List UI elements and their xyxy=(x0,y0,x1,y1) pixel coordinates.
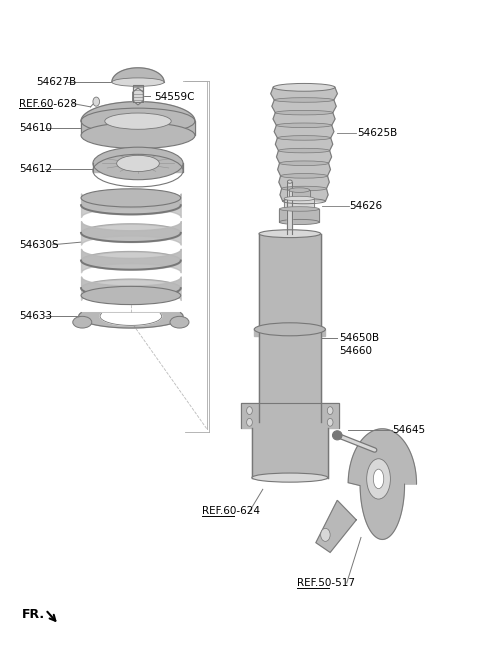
Polygon shape xyxy=(284,199,314,209)
Polygon shape xyxy=(280,188,328,201)
Ellipse shape xyxy=(276,110,333,115)
Text: 54610: 54610 xyxy=(19,123,52,133)
Text: 54627B: 54627B xyxy=(36,77,76,87)
Polygon shape xyxy=(277,163,330,176)
Polygon shape xyxy=(274,125,334,138)
Polygon shape xyxy=(272,100,336,113)
Ellipse shape xyxy=(367,459,390,499)
Polygon shape xyxy=(276,151,332,163)
Text: 54612: 54612 xyxy=(19,163,52,174)
Polygon shape xyxy=(259,234,321,422)
Polygon shape xyxy=(348,429,417,539)
Polygon shape xyxy=(133,85,143,102)
Circle shape xyxy=(93,97,99,106)
Polygon shape xyxy=(100,314,162,325)
Ellipse shape xyxy=(333,431,342,440)
Ellipse shape xyxy=(289,188,310,192)
Circle shape xyxy=(247,419,252,426)
Ellipse shape xyxy=(81,108,195,134)
Polygon shape xyxy=(288,182,292,234)
Ellipse shape xyxy=(278,148,330,153)
Ellipse shape xyxy=(73,316,92,328)
Text: 54630S: 54630S xyxy=(19,239,59,250)
Circle shape xyxy=(327,419,333,426)
Text: 54660: 54660 xyxy=(340,346,372,356)
Text: 54650B: 54650B xyxy=(340,333,380,342)
Ellipse shape xyxy=(288,180,292,183)
Ellipse shape xyxy=(81,287,180,304)
Ellipse shape xyxy=(282,186,326,191)
Polygon shape xyxy=(279,176,329,188)
Ellipse shape xyxy=(81,189,180,207)
Polygon shape xyxy=(276,138,333,151)
Polygon shape xyxy=(316,501,356,552)
Circle shape xyxy=(321,528,330,541)
Text: REF.60-628: REF.60-628 xyxy=(19,98,77,109)
Circle shape xyxy=(327,407,333,415)
Ellipse shape xyxy=(170,316,189,328)
Text: REF.60-624: REF.60-624 xyxy=(202,506,260,516)
Ellipse shape xyxy=(274,98,334,102)
Ellipse shape xyxy=(279,207,319,211)
Circle shape xyxy=(247,407,252,415)
Ellipse shape xyxy=(281,174,327,178)
Ellipse shape xyxy=(112,78,164,87)
Ellipse shape xyxy=(276,123,332,127)
Polygon shape xyxy=(81,121,195,136)
Polygon shape xyxy=(271,87,337,100)
Polygon shape xyxy=(132,88,144,105)
Text: REF.50-517: REF.50-517 xyxy=(297,578,355,588)
Polygon shape xyxy=(252,428,328,478)
Ellipse shape xyxy=(81,123,195,148)
Ellipse shape xyxy=(279,219,319,224)
Polygon shape xyxy=(289,190,310,199)
Ellipse shape xyxy=(273,83,335,91)
Polygon shape xyxy=(273,113,335,125)
Ellipse shape xyxy=(259,230,321,237)
Polygon shape xyxy=(112,68,164,82)
Text: 54626: 54626 xyxy=(349,201,382,211)
Ellipse shape xyxy=(93,147,183,180)
Ellipse shape xyxy=(373,469,384,489)
Ellipse shape xyxy=(279,161,329,165)
Polygon shape xyxy=(254,329,325,336)
Polygon shape xyxy=(279,209,319,222)
Polygon shape xyxy=(81,102,195,121)
Ellipse shape xyxy=(117,155,159,172)
Polygon shape xyxy=(93,163,183,172)
Polygon shape xyxy=(79,313,183,328)
Text: 54559C: 54559C xyxy=(155,92,195,102)
Text: FR.: FR. xyxy=(22,607,45,621)
Text: 54625B: 54625B xyxy=(358,128,398,138)
Ellipse shape xyxy=(273,85,335,90)
Ellipse shape xyxy=(277,136,331,140)
Ellipse shape xyxy=(252,473,328,482)
Ellipse shape xyxy=(254,323,325,336)
Text: 54645: 54645 xyxy=(392,425,425,435)
Ellipse shape xyxy=(105,113,171,129)
Ellipse shape xyxy=(284,196,314,201)
Text: 54633: 54633 xyxy=(19,312,52,321)
Polygon shape xyxy=(241,403,339,428)
